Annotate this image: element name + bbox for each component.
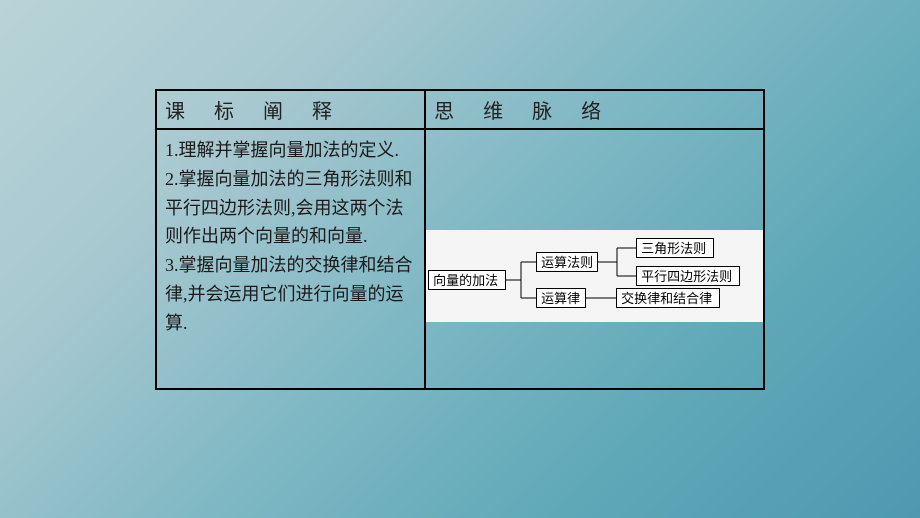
diagram-node-parallel: 平行四边形法则 [636, 266, 740, 286]
objectives-text: 1.理解并掌握向量加法的定义.2.掌握向量加法的三角形法则和平行四边形法则,会用… [165, 134, 416, 340]
header-right: 思 维 脉 络 [425, 90, 764, 129]
lesson-table: 课 标 阐 释 思 维 脉 络 1.理解并掌握向量加法的定义.2.掌握向量加法的… [155, 89, 765, 390]
diagram-node-method: 运算法则 [536, 252, 598, 272]
content-right: 向量的加法 运算法则运算律 三角形法则平行四边形法则交换律和结合律 [425, 129, 764, 389]
diagram-node-root: 向量的加法 [428, 270, 506, 290]
diagram-node-triangle: 三角形法则 [636, 238, 714, 258]
diagram-node-law: 运算律 [536, 288, 586, 308]
diagram-node-commute: 交换律和结合律 [616, 288, 720, 308]
content-left: 1.理解并掌握向量加法的定义.2.掌握向量加法的三角形法则和平行四边形法则,会用… [156, 129, 425, 389]
concept-diagram: 向量的加法 运算法则运算律 三角形法则平行四边形法则交换律和结合律 [426, 130, 763, 388]
header-left: 课 标 阐 释 [156, 90, 425, 129]
